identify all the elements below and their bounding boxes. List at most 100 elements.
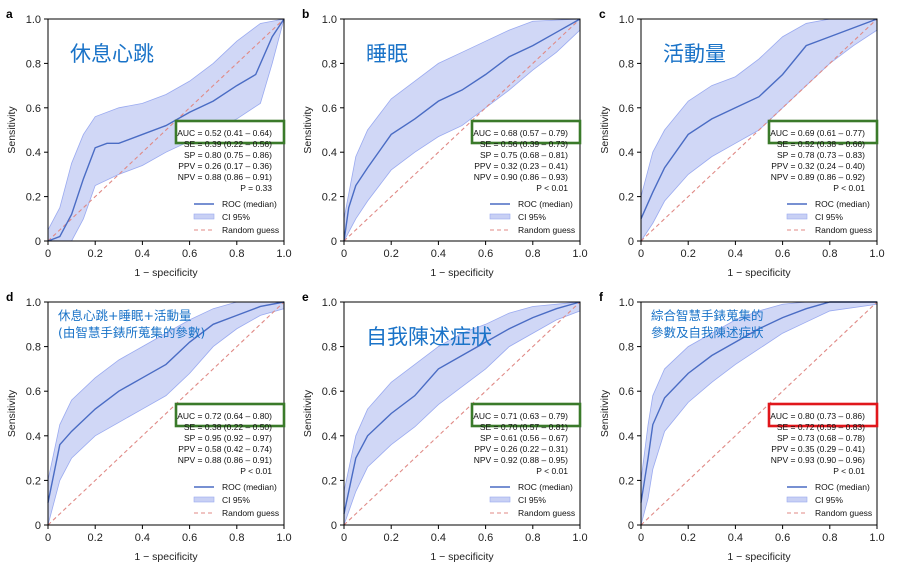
panel-title: 休息心跳: [70, 42, 154, 66]
roc-curve: [640, 301, 877, 503]
y-tick-label: 0.6: [26, 103, 41, 115]
legend-ci-swatch: [193, 496, 215, 503]
x-tick-label: 0.4: [431, 248, 446, 260]
legend-random-label: Random guess: [815, 508, 872, 518]
y-tick-label: 0.8: [322, 342, 337, 354]
y-tick-label: 0: [331, 520, 337, 532]
auc-value: AUC = 0.72 (0.64 – 0.80): [177, 411, 272, 421]
random-guess-line: [640, 18, 878, 242]
legend-ci-swatch: [786, 213, 808, 220]
y-tick-label: 0: [628, 236, 634, 248]
y-tick-label: 0.6: [322, 103, 337, 115]
legend-ci-swatch: [489, 496, 511, 503]
stat-line: NPV = 0.88 (0.86 – 0.91): [178, 455, 272, 465]
panel-b: 00 0.2 0.2 0.4 0.4 0.6 0.6 0.8 0.8 1.0 1.0 1 − spec…: [302, 7, 588, 279]
y-tick-label: 1.0: [619, 297, 634, 309]
x-tick-label: 0: [638, 532, 644, 544]
y-tick-label: 0.2: [26, 192, 41, 204]
stat-line: NPV = 0.92 (0.88 – 0.95): [474, 455, 568, 465]
y-tick-label: 0.2: [322, 475, 337, 487]
auc-highlight-box: [767, 119, 879, 145]
auc-value: AUC = 0.68 (0.57 – 0.79): [473, 128, 568, 138]
roc-curve: [47, 18, 285, 242]
ci-band: [640, 301, 878, 526]
panel-letter: e: [302, 290, 309, 304]
panel-title-line: 參數及自我陳述症狀: [651, 325, 764, 340]
stat-line: SP = 0.95 (0.92 – 0.97): [184, 433, 272, 443]
stat-line: SP = 0.78 (0.73 – 0.83): [777, 150, 865, 160]
stat-line: PPV = 0.32 (0.23 – 0.41): [474, 161, 568, 171]
panel-f: 00 0.2 0.2 0.4 0.4 0.6 0.6 0.8 0.8 1.0 1.0 1 − spec…: [599, 290, 885, 563]
x-tick-label: 0.6: [775, 532, 790, 544]
x-tick-label: 0.2: [88, 532, 103, 544]
x-tick-label: 1.0: [276, 532, 291, 544]
y-tick-label: 0.8: [26, 58, 41, 70]
x-axis-label: 1 − specificity: [430, 267, 494, 279]
panel-letter: f: [599, 290, 604, 304]
stat-line: NPV = 0.93 (0.90 – 0.96): [771, 455, 865, 465]
x-tick-label: 0.8: [822, 248, 837, 260]
y-tick-label: 0.4: [322, 147, 337, 159]
roc-curve: [343, 301, 581, 514]
y-tick-label: 0.6: [619, 103, 634, 115]
x-axis-label: 1 − specificity: [134, 551, 198, 563]
panel-d: 00 0.2 0.2 0.4 0.4 0.6 0.6 0.8 0.8 1.0 1.0 1 − spec…: [6, 290, 292, 563]
panel-letter: d: [6, 290, 13, 304]
x-tick-label: 0.8: [525, 248, 540, 260]
x-tick-label: 0.8: [229, 248, 244, 260]
y-tick-label: 1.0: [26, 14, 41, 26]
x-axis-label: 1 − specificity: [727, 551, 791, 563]
stat-line: P = 0.33: [240, 183, 272, 193]
random-guess-line: [47, 18, 285, 242]
random-guess-line: [343, 18, 581, 242]
stat-line: P < 0.01: [536, 183, 568, 193]
roc-curve: [343, 18, 581, 242]
legend-ci-swatch: [193, 213, 215, 220]
auc-highlight-box: [470, 402, 582, 428]
random-guess-line: [640, 301, 878, 526]
stat-line: SE = 0.70 (0.57 – 0.81): [480, 422, 568, 432]
legend-roc-label: ROC (median): [518, 482, 573, 492]
y-tick-label: 0.2: [322, 192, 337, 204]
stat-line: SE = 0.39 (0.22 – 0.56): [184, 139, 272, 149]
x-tick-label: 0.6: [478, 532, 493, 544]
ci-band: [343, 18, 581, 242]
stat-line: P < 0.01: [833, 466, 865, 476]
legend-random-label: Random guess: [222, 508, 279, 518]
y-tick-label: 0.4: [26, 431, 41, 443]
legend-ci-swatch: [786, 496, 808, 503]
panel-c: 00 0.2 0.2 0.4 0.4 0.6 0.6 0.8 0.8 1.0 1.0 1 − spec…: [599, 7, 885, 279]
legend-random-label: Random guess: [518, 225, 575, 235]
y-tick-label: 0.4: [322, 431, 337, 443]
auc-value: AUC = 0.52 (0.41 – 0.64): [177, 128, 272, 138]
legend-ci-label: CI 95%: [815, 212, 843, 222]
y-axis-label: Sensitivity: [599, 106, 611, 154]
legend-roc-label: ROC (median): [222, 199, 277, 209]
auc-highlight-box: [174, 119, 286, 145]
x-tick-label: 1.0: [869, 532, 884, 544]
y-axis-label: Sensitivity: [6, 106, 18, 154]
stat-line: SE = 0.38 (0.22 – 0.50): [184, 422, 272, 432]
random-guess-line: [343, 301, 581, 526]
stat-line: PPV = 0.35 (0.29 – 0.41): [771, 444, 865, 454]
stat-line: SP = 0.80 (0.75 – 0.86): [184, 150, 272, 160]
x-tick-label: 0.2: [681, 532, 696, 544]
x-tick-label: 0.2: [384, 532, 399, 544]
x-tick-label: 0.2: [88, 248, 103, 260]
y-tick-label: 0.2: [619, 192, 634, 204]
y-tick-label: 0.8: [322, 58, 337, 70]
y-axis-label: Sensitivity: [6, 389, 18, 437]
stat-line: SE = 0.72 (0.59 – 0.83): [777, 422, 865, 432]
random-guess-line: [47, 301, 285, 526]
panel-title: 自我陳述症狀: [366, 325, 492, 349]
x-tick-label: 0: [341, 248, 347, 260]
y-axis-label: Sensitivity: [302, 389, 314, 437]
x-tick-label: 0.8: [822, 532, 837, 544]
legend-ci-label: CI 95%: [518, 212, 546, 222]
legend-random-label: Random guess: [222, 225, 279, 235]
stat-line: P < 0.01: [240, 466, 272, 476]
stat-line: SE = 0.56 (0.39 – 0.73): [480, 139, 568, 149]
ci-band: [47, 301, 285, 526]
stat-line: SE = 0.52 (0.38 – 0.66): [777, 139, 865, 149]
